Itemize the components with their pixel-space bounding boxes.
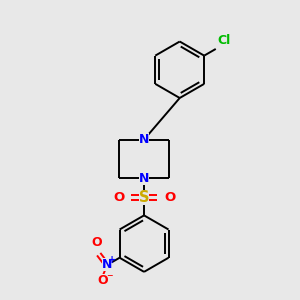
Text: S: S xyxy=(139,190,149,205)
Text: O: O xyxy=(113,191,124,204)
Text: N: N xyxy=(139,172,149,185)
Text: N: N xyxy=(139,133,149,146)
Text: O: O xyxy=(164,191,175,204)
Text: N: N xyxy=(101,258,112,271)
Text: O: O xyxy=(91,236,102,249)
Text: O: O xyxy=(97,274,108,286)
Text: +: + xyxy=(108,255,116,265)
Text: Cl: Cl xyxy=(217,34,230,47)
Text: ⁻: ⁻ xyxy=(106,272,113,285)
